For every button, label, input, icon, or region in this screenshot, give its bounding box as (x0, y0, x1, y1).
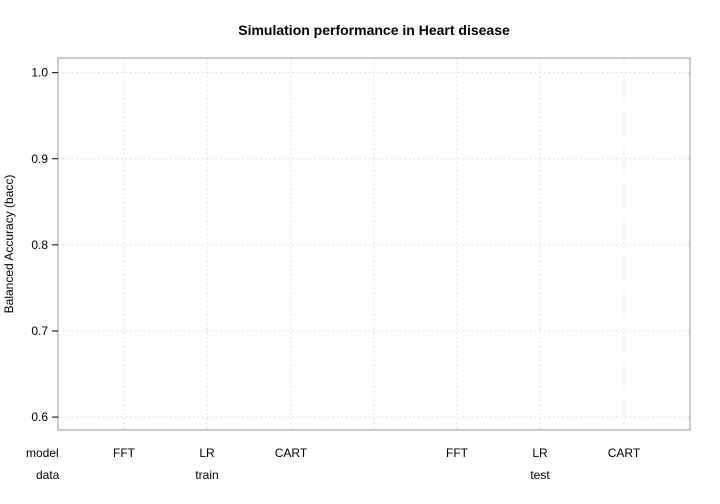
chart-title: Simulation performance in Heart disease (238, 22, 510, 38)
model-label: FFT (113, 446, 136, 460)
model-label: CART (608, 446, 641, 460)
y-axis: 0.6 0.7 0.8 0.9 1.0 (31, 66, 58, 424)
y-tick-label: 1.0 (31, 66, 48, 80)
model-label: LR (199, 446, 215, 460)
y-tick-label: 0.8 (31, 238, 48, 252)
group-label: test (530, 468, 550, 482)
x-axis-labels: FFT LR CART train FFT LR CART test (113, 446, 641, 482)
model-label: LR (532, 446, 548, 460)
group-label: train (195, 468, 218, 482)
y-axis-label: Balanced Accuracy (bacc) (2, 175, 16, 314)
y-tick-label: 0.9 (31, 152, 48, 166)
model-row-label: model (26, 446, 59, 460)
grid-lines (58, 58, 690, 430)
model-label: CART (275, 446, 308, 460)
data-row-label: data (36, 468, 60, 482)
plot-frame (57, 57, 691, 431)
model-label: FFT (446, 446, 469, 460)
y-tick-label: 0.6 (31, 410, 48, 424)
y-tick-label: 0.7 (31, 324, 48, 338)
